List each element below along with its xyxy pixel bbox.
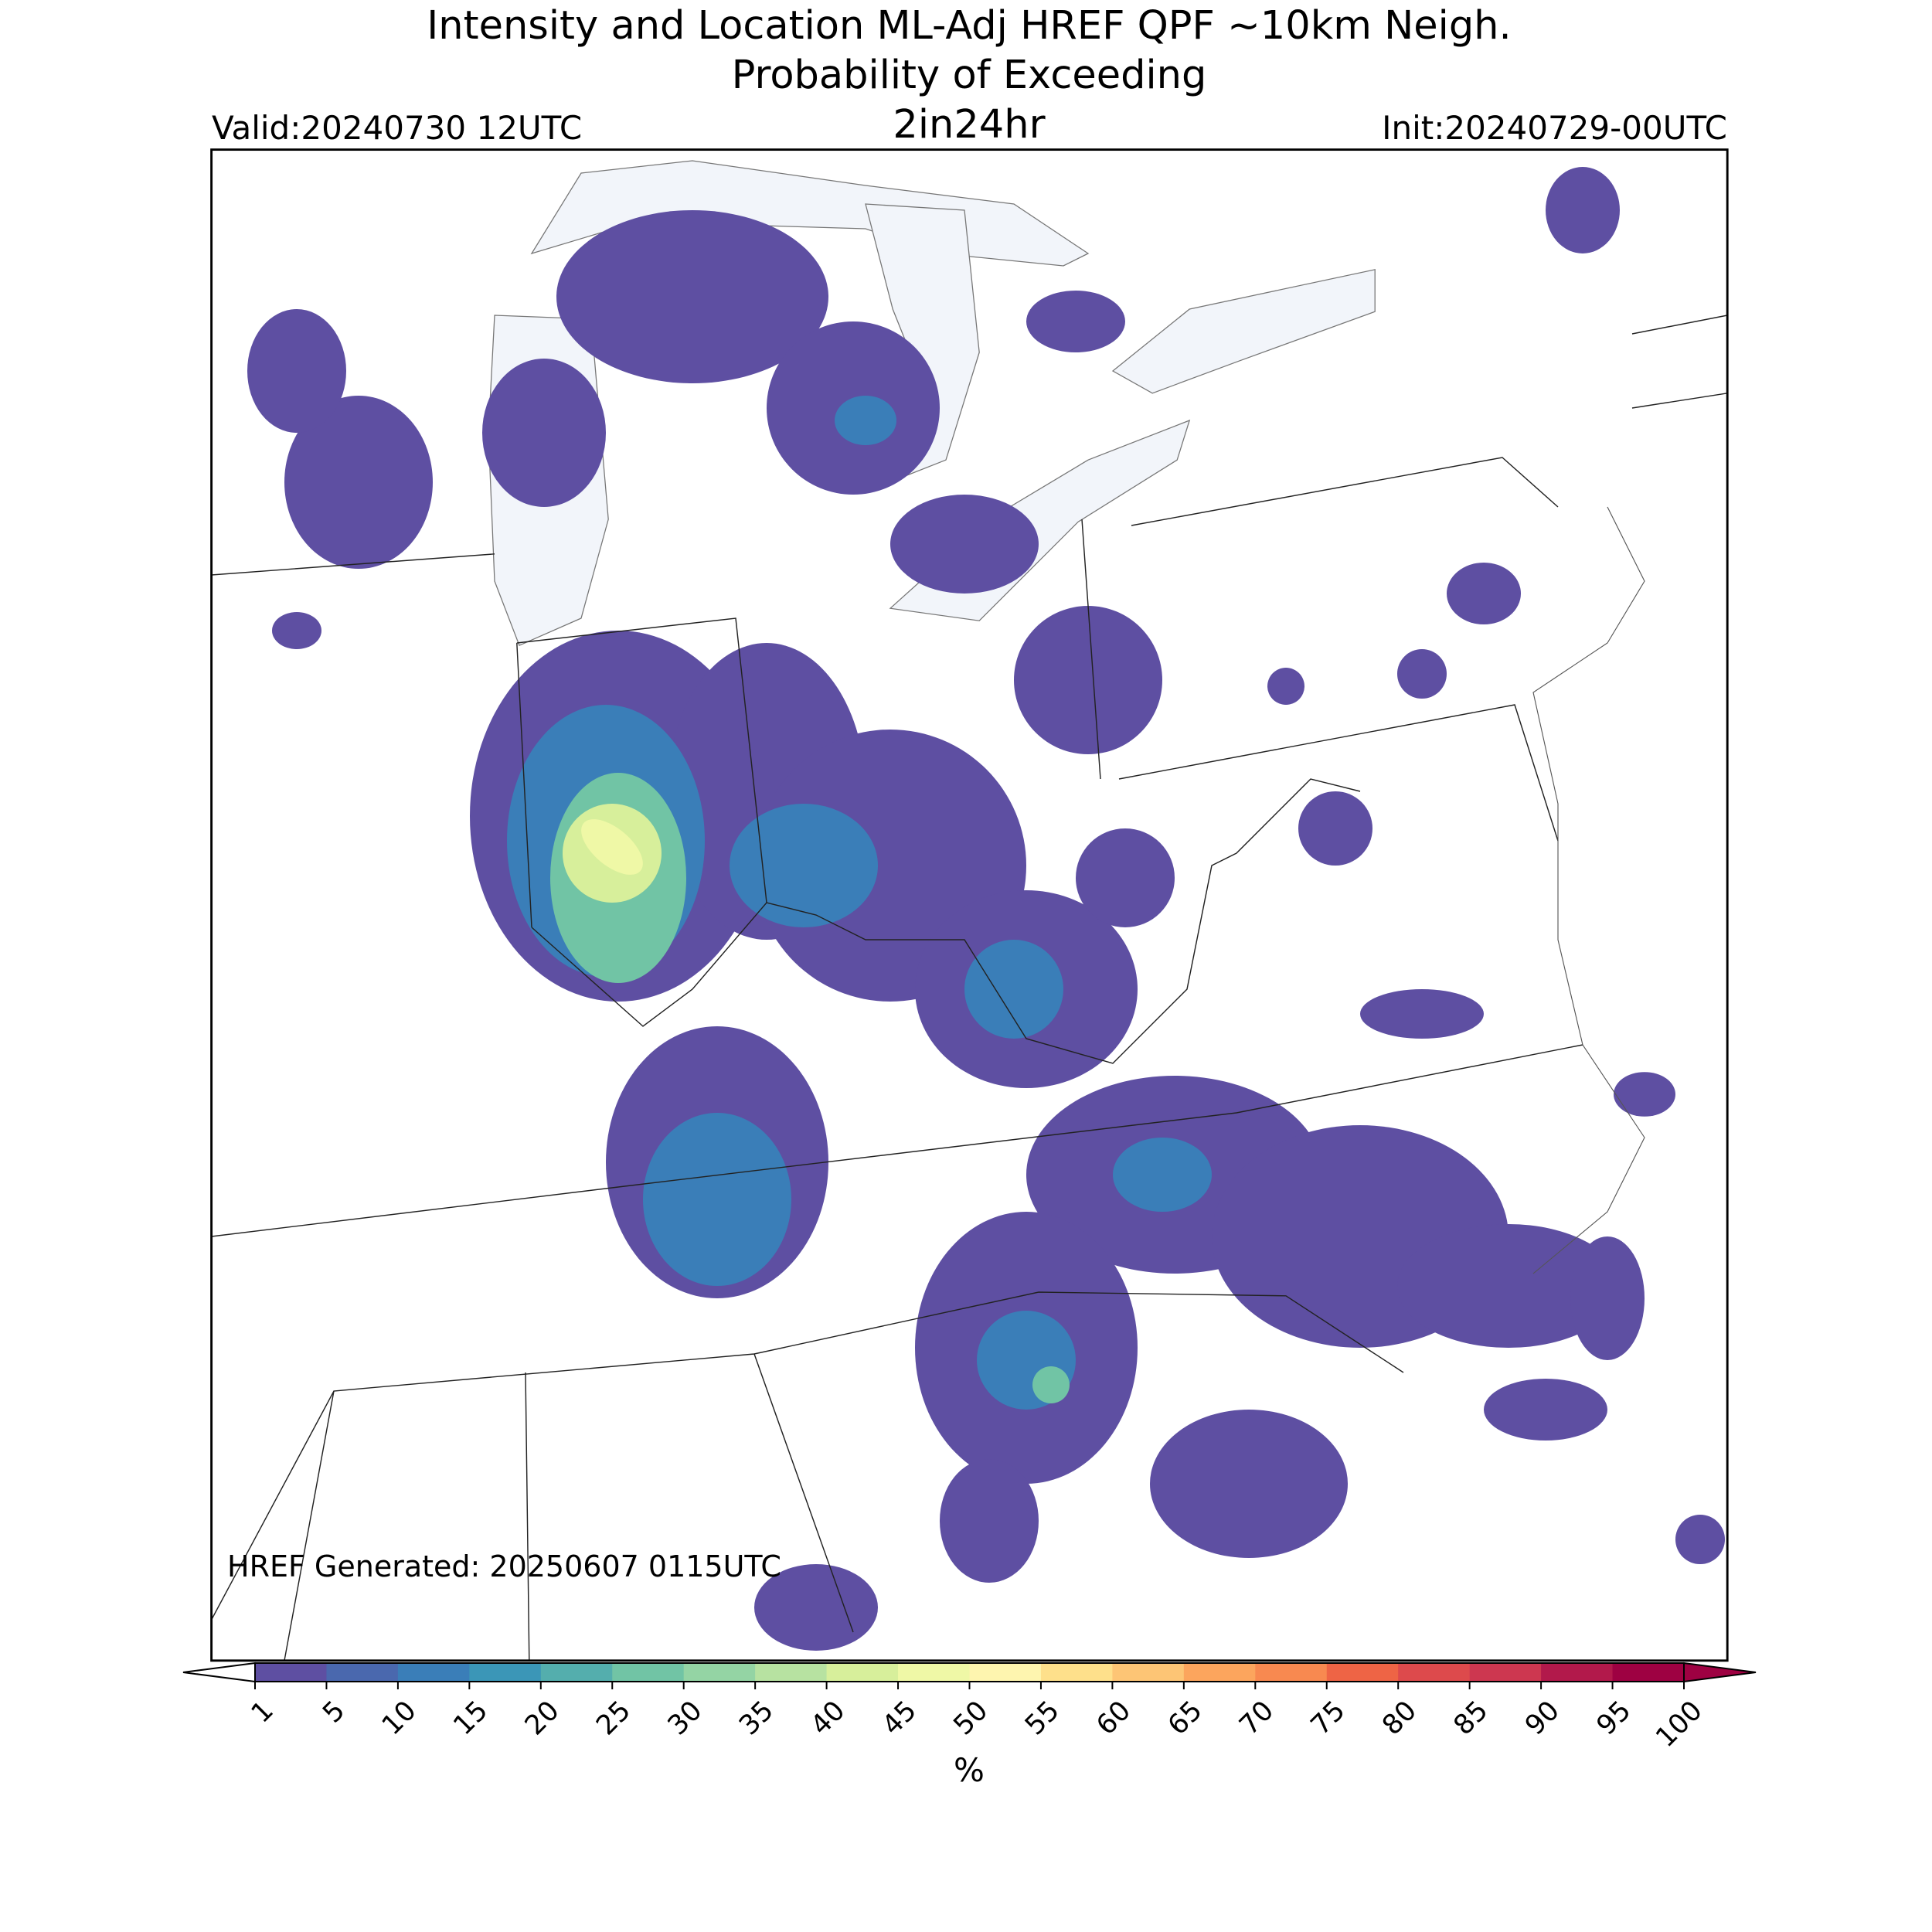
- colorbar-tick-label: 5: [317, 1696, 351, 1730]
- generated-note: HREF Generated: 20250607 0115UTC: [227, 1549, 781, 1583]
- state-borders: [211, 315, 1728, 1661]
- colorbar-tick-label: 70: [1233, 1696, 1280, 1742]
- colorbar-segment: [1326, 1663, 1399, 1682]
- map-frame: [210, 148, 1729, 1662]
- colorbar-tick-label: 80: [1376, 1696, 1423, 1742]
- colorbar-tick-label: 50: [948, 1696, 995, 1742]
- colorbar-tick-label: 25: [590, 1696, 637, 1742]
- colorbar-segment: [255, 1663, 327, 1682]
- colorbar-tick-label: 90: [1519, 1696, 1566, 1742]
- colorbar-segment: [326, 1663, 399, 1682]
- colorbar-tick-label: 85: [1448, 1696, 1495, 1742]
- colorbar-under: [182, 1662, 256, 1683]
- colorbar-tick-label: 95: [1591, 1696, 1638, 1742]
- colorbar-segment: [1040, 1663, 1113, 1682]
- colorbar-over: [1683, 1662, 1757, 1683]
- colorbar-segment: [1398, 1663, 1471, 1682]
- colorbar-tick-label: 55: [1019, 1696, 1066, 1742]
- colorbar-tick-label: 40: [805, 1696, 852, 1742]
- colorbar-segment: [826, 1663, 899, 1682]
- colorbar-tick-label: 100: [1650, 1696, 1709, 1754]
- colorbar-segment: [1469, 1663, 1542, 1682]
- precipitation-field: [247, 167, 1725, 1651]
- colorbar-segment: [397, 1663, 470, 1682]
- colorbar-segment: [1112, 1663, 1185, 1682]
- colorbar-segment: [683, 1663, 756, 1682]
- colorbar-label: %: [954, 1751, 985, 1789]
- map: [210, 148, 1729, 1662]
- colorbar: 1 5 10 15 20 25 30 35 40 45 50 55 60 65 70 75 80 85 90 95 10…: [182, 1662, 1757, 1754]
- colorbar-segment: [612, 1663, 685, 1682]
- colorbar-tick-label: 20: [519, 1696, 566, 1742]
- colorbar-tick-label: 15: [447, 1696, 494, 1742]
- title: Intensity and Location ML-Adj HREF QPF ~…: [427, 3, 1511, 49]
- colorbar-segment: [469, 1663, 542, 1682]
- colorbar-segment: [969, 1663, 1042, 1682]
- colorbar-tick-label: 30: [662, 1696, 709, 1742]
- colorbar-segment: [1183, 1663, 1256, 1682]
- colorbar-tick-label: 10: [376, 1696, 423, 1742]
- threshold: 2in24hr: [893, 102, 1045, 148]
- colorbar-tick-label: 1: [246, 1696, 280, 1730]
- colorbar-tick-label: 60: [1091, 1696, 1138, 1742]
- colorbar-tick-label: 65: [1162, 1696, 1209, 1742]
- colorbar-segment: [1612, 1663, 1685, 1682]
- init-time: Init:20240729-00UTC: [1382, 109, 1727, 147]
- colorbar-segment: [898, 1663, 970, 1682]
- colorbar-tick-label: 35: [733, 1696, 780, 1742]
- colorbar-segment: [1541, 1663, 1614, 1682]
- colorbar-segment: [755, 1663, 828, 1682]
- colorbar-tick-label: 45: [876, 1696, 923, 1742]
- colorbar-segment: [540, 1663, 613, 1682]
- colorbar-segment: [1255, 1663, 1328, 1682]
- valid-time: Valid:20240730 12UTC: [212, 109, 582, 147]
- colorbar-tick-label: 75: [1305, 1696, 1352, 1742]
- subtitle: Probability of Exceeding: [732, 53, 1207, 98]
